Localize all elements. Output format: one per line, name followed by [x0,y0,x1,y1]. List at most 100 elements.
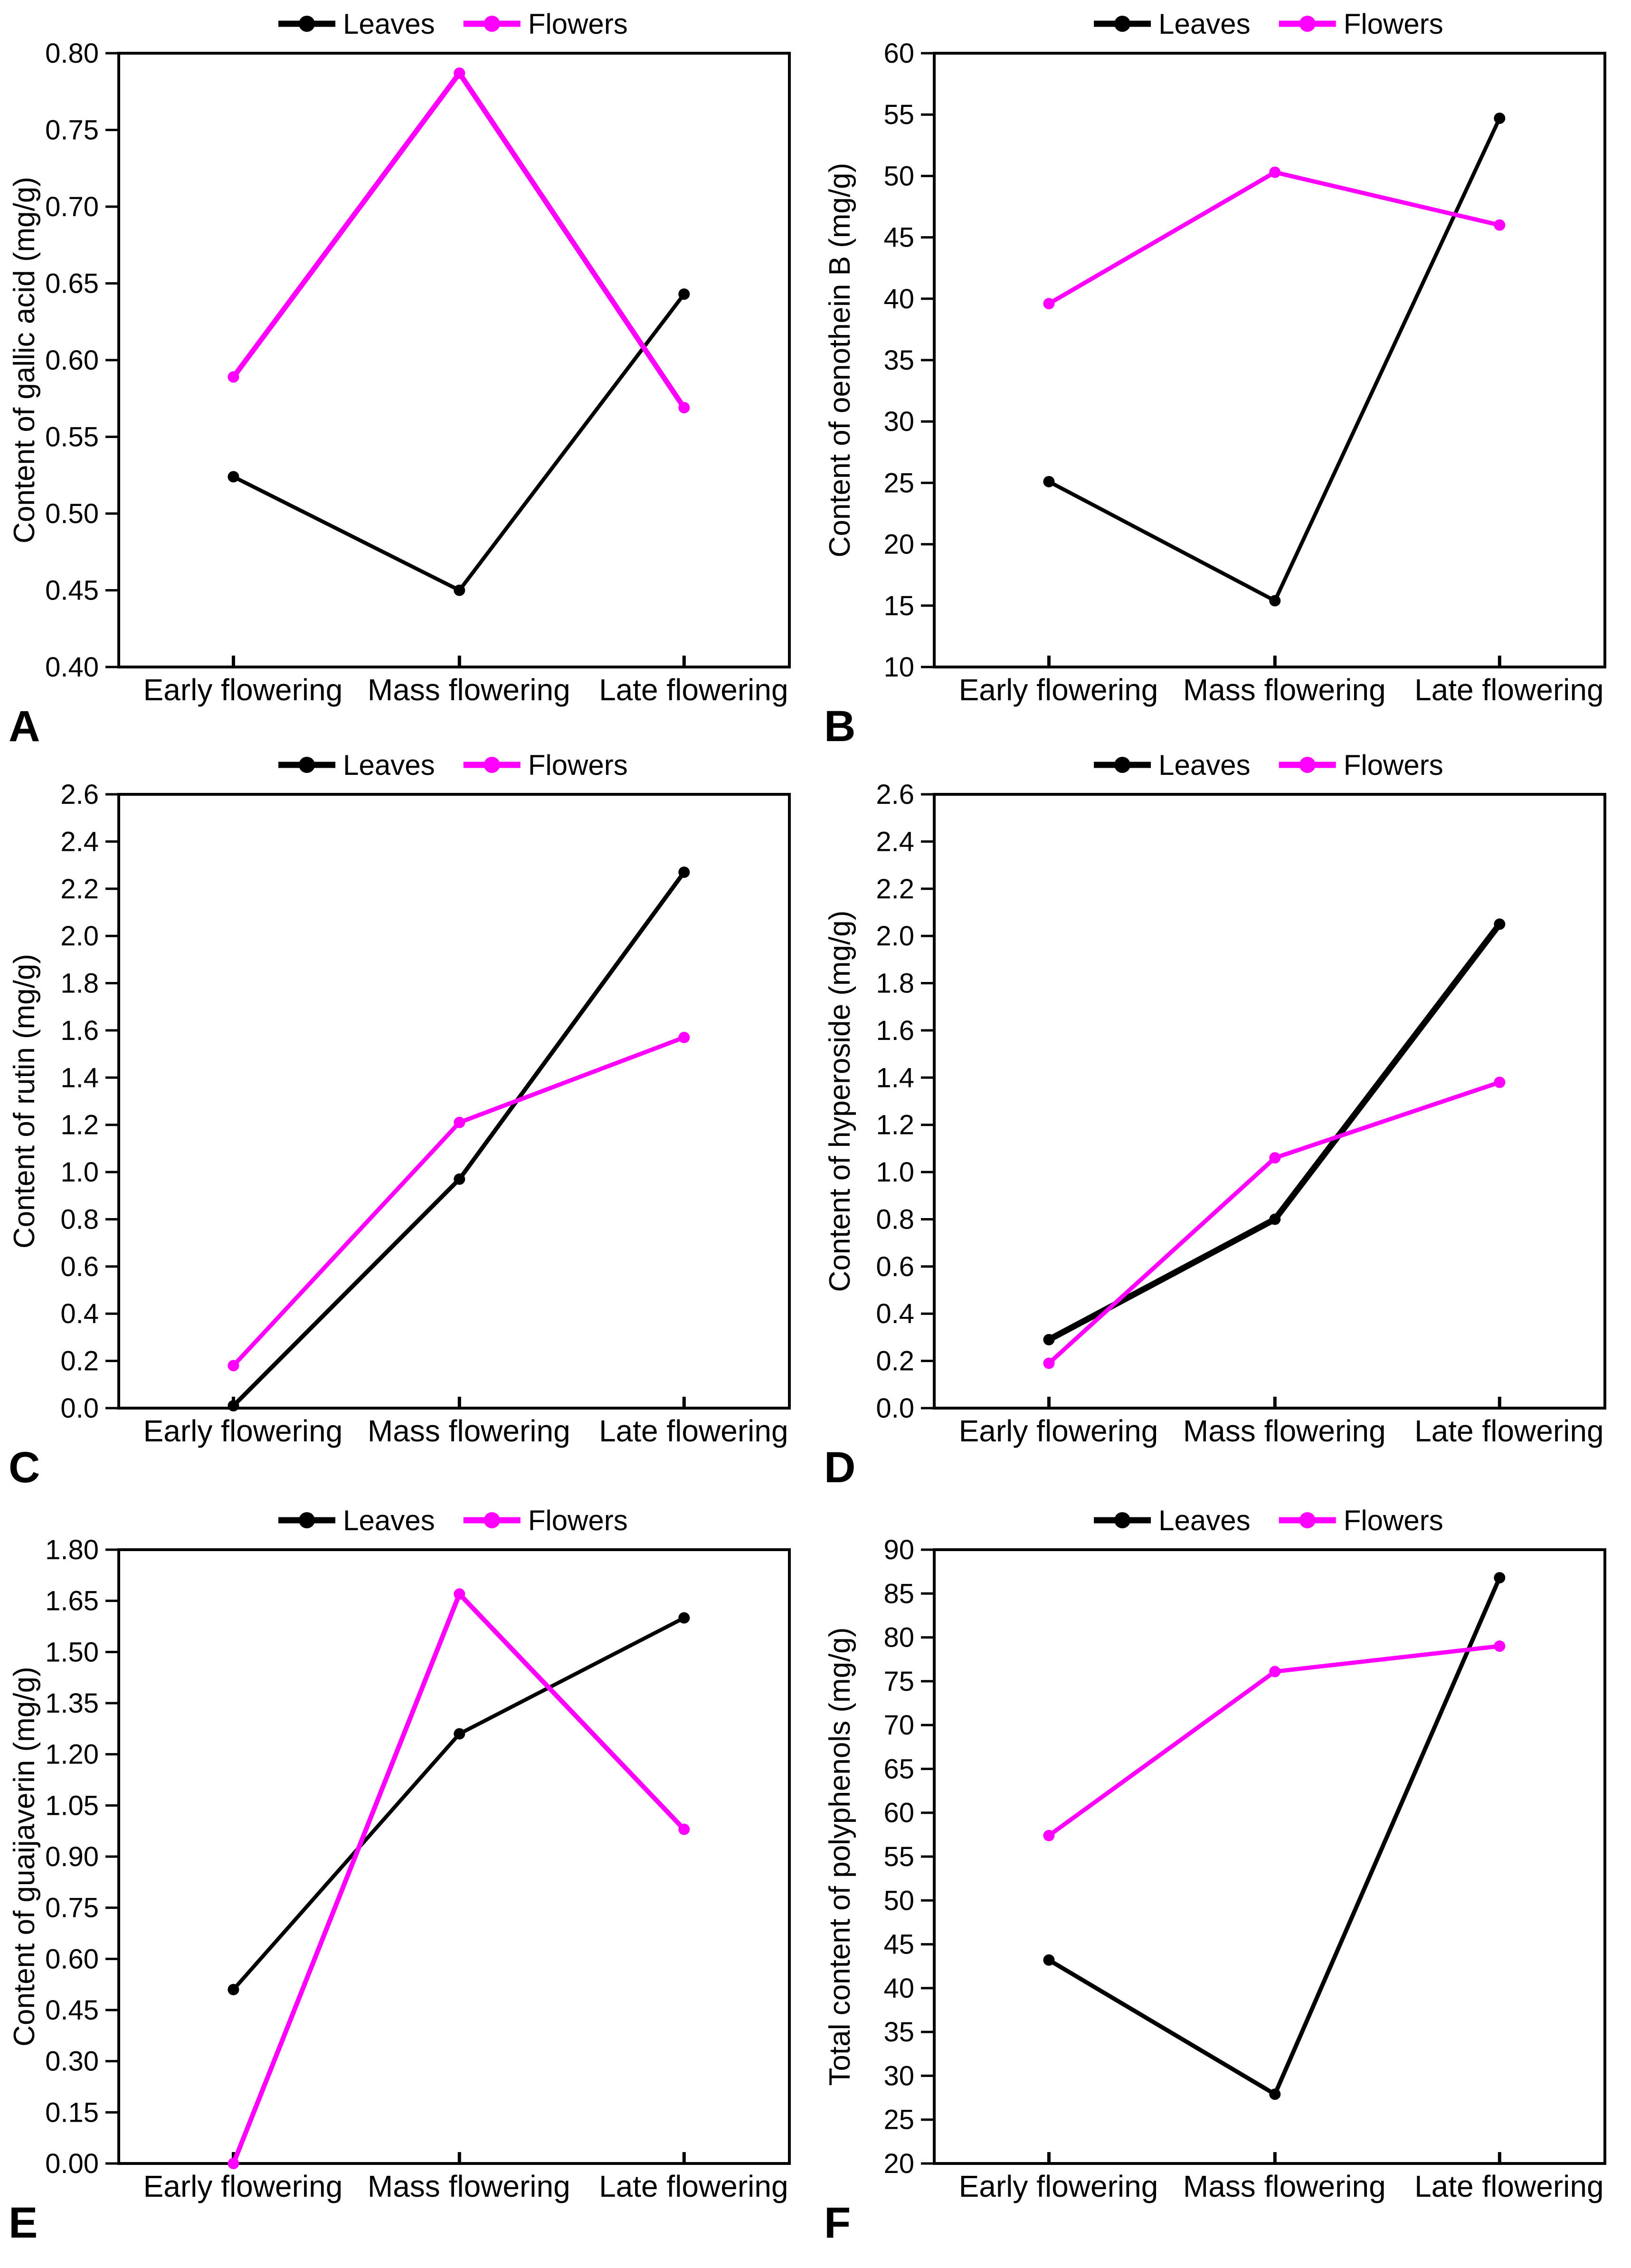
y-tick-label: 0.0 [60,1393,99,1424]
legend-label: Leaves [343,749,435,781]
legend-item-leaves: Leaves [278,1505,435,1536]
y-tick-label: 1.2 [60,1110,99,1141]
y-tick-label: 1.8 [876,968,914,999]
y-tick-label: 1.8 [60,968,99,999]
x-category-label: Early flowering [959,1414,1158,1448]
y-tick-label: 75 [883,1666,914,1697]
y-axis-title: Content of guaijaverin (mg/g) [8,1667,41,2047]
x-category-label: Early flowering [959,2169,1158,2203]
y-axis-title: Total content of polyphenols (mg/g) [824,1628,856,2086]
legend-label: Flowers [1344,8,1443,40]
data-point-flowers [1043,1357,1055,1369]
legend-marker [1114,757,1131,773]
y-tick-label: 0.80 [45,38,99,69]
data-point-leaves [228,1983,239,1995]
x-category-label: Late flowering [599,1414,788,1448]
y-tick-label: 30 [883,406,914,437]
data-point-flowers [228,371,239,383]
legend-item-flowers: Flowers [1279,1505,1443,1536]
panel-letter: F [824,2199,851,2247]
legend-label: Flowers [1344,749,1443,781]
data-point-flowers [454,1116,465,1128]
y-tick-label: 1.6 [60,1015,99,1046]
plot-frame [933,793,1606,1410]
data-point-leaves [228,471,239,483]
y-tick-label: 40 [883,284,914,314]
y-tick-label: 0.6 [876,1251,914,1282]
panel-F: 20 25 30 35 40 45 50 55 60 65 70 75 80 85 90 Early flow… [816,1496,1631,2252]
legend-label: Leaves [1158,8,1250,40]
data-point-flowers [678,1031,690,1043]
data-point-leaves [678,288,690,300]
data-point-flowers [1494,1640,1506,1652]
legend-item-leaves: Leaves [278,749,435,781]
y-tick-label: 1.0 [60,1157,99,1188]
x-category-label: Late flowering [599,2169,788,2203]
y-tick-label: 50 [883,1885,914,1916]
y-tick-label: 1.4 [876,1062,914,1093]
y-tick-label: 1.4 [60,1062,99,1093]
y-tick-label: 0.50 [45,498,99,529]
panel-A: 0.40 0.45 0.50 0.55 0.60 0.65 0.70 0.75 0.80 Earl… [0,0,816,756]
data-point-leaves [1269,1213,1281,1225]
data-point-leaves [1043,1954,1055,1966]
legend-marker [1299,16,1316,32]
y-tick-label: 0.8 [60,1204,99,1235]
chart-oenothein-b: 10 15 20 25 30 35 40 45 50 55 60 Early flowering Mas… [824,8,1606,751]
data-point-flowers [1494,1077,1506,1088]
plot-frame [117,1548,791,2165]
panel-letter: B [824,702,855,751]
x-category-label: Late flowering [1414,673,1603,707]
legend-marker [299,16,315,32]
legend-label: Leaves [343,1505,435,1536]
y-tick-label: 2.4 [876,826,914,857]
legend-marker [484,1512,500,1528]
legend-item-flowers: Flowers [463,749,628,781]
data-point-leaves [1269,2088,1281,2100]
y-tick-label: 90 [883,1534,914,1565]
data-point-leaves [678,866,690,878]
y-tick-label: 2.6 [60,779,99,810]
y-tick-label: 20 [883,529,914,560]
series-line-leaves [232,1616,685,1991]
series-line-flowers [231,1591,686,2164]
data-point-leaves [228,1400,239,1412]
chart-guaijaverin: 0.00 0.15 0.30 0.45 0.60 0.75 0.90 1.05 1.20 1.35… [8,1505,791,2247]
data-point-flowers [1269,1152,1281,1164]
x-category-label: Early flowering [143,673,343,707]
y-tick-label: 20 [883,2148,914,2179]
y-tick-label: 0.60 [45,345,99,376]
legend-item-flowers: Flowers [463,8,628,40]
y-tick-label: 35 [883,345,914,376]
y-tick-label: 55 [883,1841,914,1872]
y-tick-label: 25 [883,467,914,498]
data-point-leaves [678,1612,690,1624]
y-tick-label: 0.0 [876,1393,914,1424]
data-point-leaves [1043,1334,1055,1345]
data-point-flowers [228,2158,239,2169]
y-tick-label: 0.70 [45,191,99,222]
data-point-flowers [678,402,690,414]
x-category-label: Early flowering [959,673,1158,707]
x-category-label: Mass flowering [1183,2169,1386,2203]
legend-label: Flowers [528,8,628,40]
x-category-label: Early flowering [143,1414,343,1448]
y-tick-label: 0.75 [45,1893,99,1924]
data-point-leaves [1269,595,1281,607]
legend-label: Leaves [343,8,435,40]
x-category-label: Mass flowering [368,673,570,707]
legend-marker [484,757,500,773]
legend-label: Leaves [1158,1505,1250,1536]
data-point-flowers [1269,1666,1281,1677]
chart-hyperoside: 0.0 0.2 0.4 0.6 0.8 1.0 1.2 1.4 1.6 1.8 2.0 2.2 2.4 2… [824,749,1606,1492]
data-point-leaves [1494,112,1506,124]
legend-marker [1299,757,1316,773]
panel-letter: A [9,702,40,751]
legend-item-flowers: Flowers [1279,8,1443,40]
y-tick-label: 2.2 [60,874,99,905]
legend-marker [1114,16,1131,32]
legend-marker [484,16,500,32]
series-line-leaves [1048,117,1501,603]
legend-marker [299,1512,315,1528]
legend-marker [299,757,315,773]
